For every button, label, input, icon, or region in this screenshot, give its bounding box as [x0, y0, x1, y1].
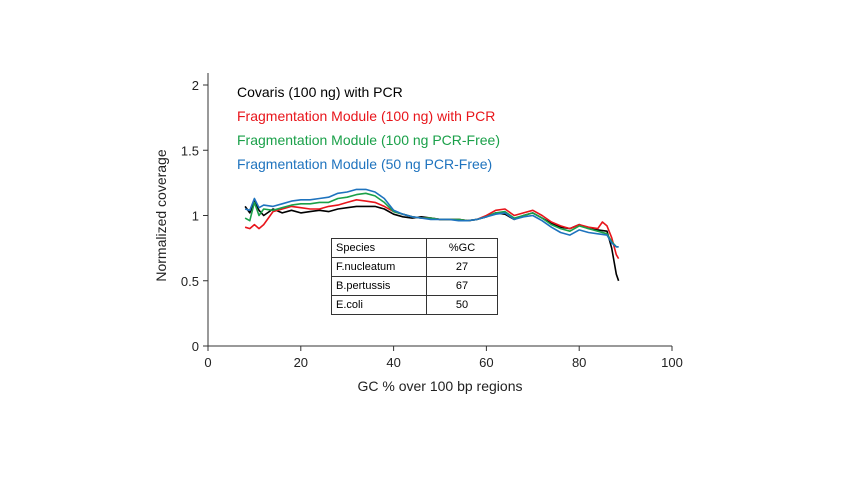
x-tick-label: 0 — [204, 355, 211, 370]
table-row: F.nucleatum 27 — [331, 257, 498, 277]
x-tick-label: 20 — [294, 355, 308, 370]
table-cell-gc: 67 — [426, 276, 498, 296]
series-layer — [244, 188, 620, 282]
series-line-3 — [244, 192, 619, 248]
table-row: B.pertussis 67 — [331, 276, 498, 296]
y-axis-title: Normalized coverage — [153, 149, 169, 281]
legend-entry-3: Fragmentation Module (100 ng PCR-Free) — [237, 132, 500, 148]
table-cell-gc: 50 — [426, 295, 498, 315]
table-header-species: Species — [331, 238, 427, 258]
table-header-gc: %GC — [426, 238, 498, 258]
x-tick-label: 40 — [386, 355, 400, 370]
legend-entry-4: Fragmentation Module (50 ng PCR-Free) — [237, 156, 492, 172]
y-tick-label: 1.5 — [181, 143, 199, 158]
table-row: E.coli 50 — [331, 295, 498, 315]
x-tick-label: 100 — [661, 355, 683, 370]
y-tick-label: 0 — [192, 339, 199, 354]
y-tick-label: 1 — [192, 209, 199, 224]
x-tick-label: 80 — [572, 355, 586, 370]
table-cell-species: B.pertussis — [331, 276, 427, 296]
table-cell-species: E.coli — [331, 295, 427, 315]
series-line-4 — [244, 188, 619, 248]
y-tick-label: 0.5 — [181, 274, 199, 289]
legend: Covaris (100 ng) with PCR Fragmentation M… — [237, 84, 500, 172]
x-axis-title: GC % over 100 bp regions — [358, 378, 523, 394]
y-tick-label: 2 — [192, 78, 199, 93]
x-tick-label: 60 — [479, 355, 493, 370]
table-cell-species: F.nucleatum — [331, 257, 427, 277]
gc-content-table: Species %GC F.nucleatum 27 B.pertussis 6… — [331, 238, 498, 315]
table-header-row: Species %GC — [331, 238, 498, 258]
legend-entry-2: Fragmentation Module (100 ng) with PCR — [237, 108, 495, 124]
legend-entry-1: Covaris (100 ng) with PCR — [237, 84, 403, 100]
table-cell-gc: 27 — [426, 257, 498, 277]
